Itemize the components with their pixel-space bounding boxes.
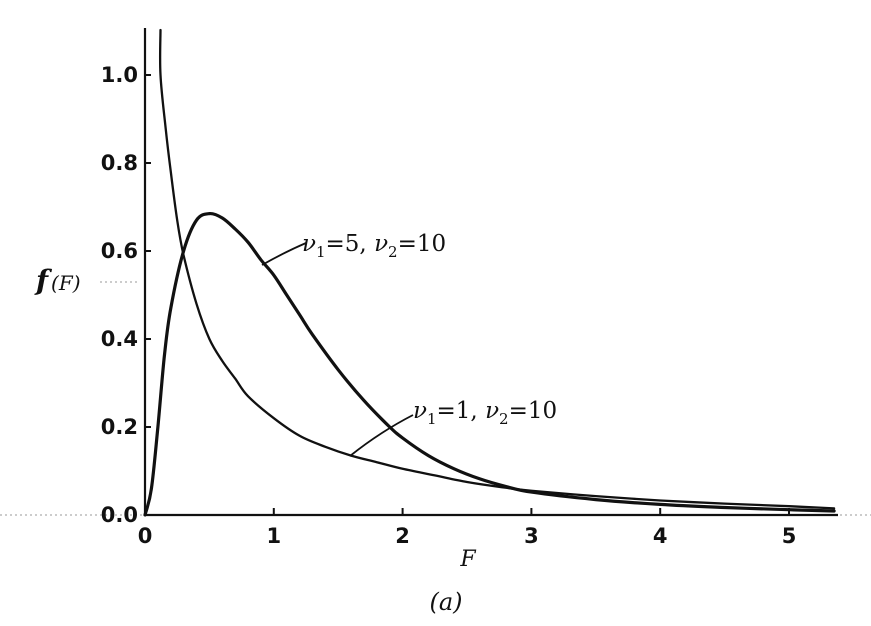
x-tick-label: 1 [266,524,281,548]
y-tick-label: 0.8 [101,151,138,175]
x-tick-label: 0 [138,524,153,548]
x-tick-label: 3 [524,524,539,548]
y-axis-label: f (F) [34,264,81,297]
leader-nu1-5 [261,242,307,266]
y-tick-label: 0.4 [101,327,138,351]
x-axis-label: F [459,547,476,572]
curve-nu1-1 [158,28,836,510]
x-tick-label: 2 [395,524,410,548]
x-tick-label: 4 [653,524,668,548]
figure-caption: (a) [429,588,462,616]
y-tick-label: 1.0 [101,63,138,87]
y-tick-label: 0.0 [101,503,138,527]
curve-nu1-5 [143,211,836,517]
x-tick-label: 5 [782,524,797,548]
y-tick-label: 0.2 [101,415,138,439]
y-ticks: 0.0 0.2 0.4 0.6 0.8 1.0 [101,63,151,527]
label-nu1-5: ν1=5, ν2=10 [302,231,446,261]
x-ticks: 0 1 2 3 4 5 [138,508,797,548]
label-nu1-1: ν1=1, ν2=10 [413,398,557,428]
leader-nu1-1 [349,414,414,457]
y-tick-label: 0.6 [101,239,138,263]
